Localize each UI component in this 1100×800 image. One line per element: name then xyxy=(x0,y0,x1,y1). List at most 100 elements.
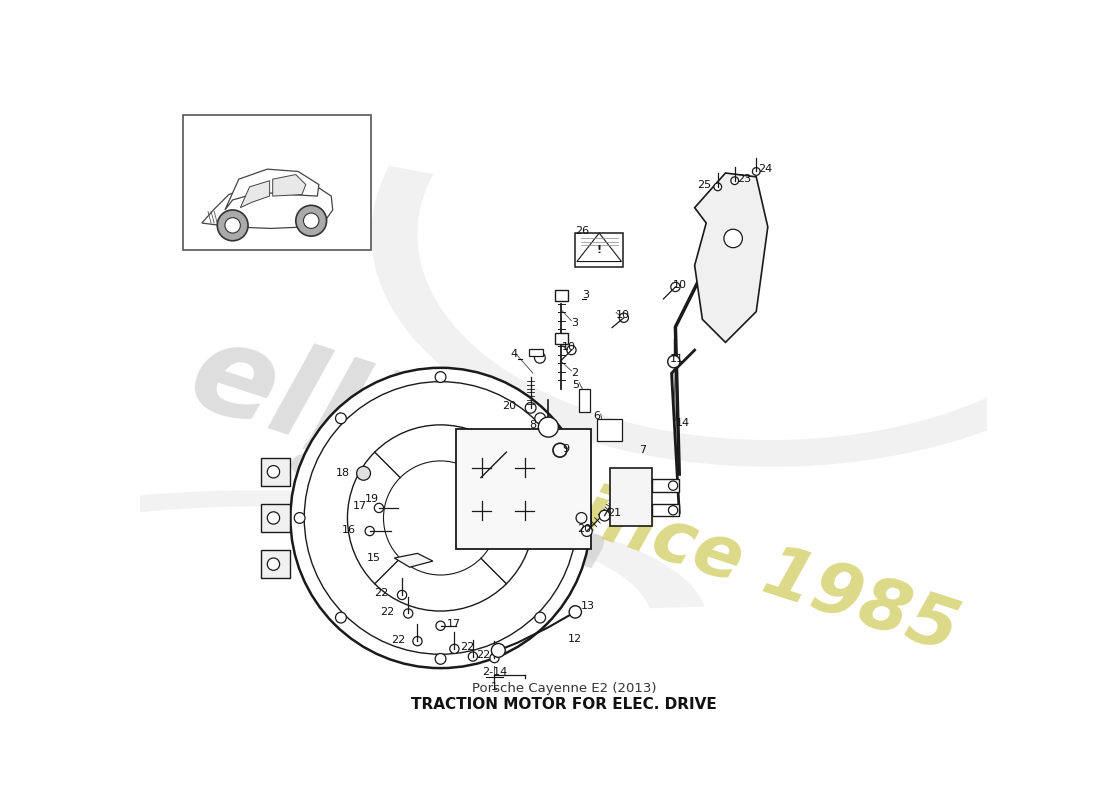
Circle shape xyxy=(535,612,546,623)
Text: 18: 18 xyxy=(336,468,350,478)
Circle shape xyxy=(348,425,534,611)
Text: a passion: a passion xyxy=(284,426,613,582)
Circle shape xyxy=(671,282,680,291)
Polygon shape xyxy=(372,166,1100,467)
Bar xyxy=(609,468,652,526)
Circle shape xyxy=(752,168,760,175)
Circle shape xyxy=(365,526,374,536)
Circle shape xyxy=(730,177,738,185)
Circle shape xyxy=(226,218,240,233)
Circle shape xyxy=(336,612,346,623)
Text: 10: 10 xyxy=(562,342,576,352)
Circle shape xyxy=(436,372,446,382)
Circle shape xyxy=(336,413,346,424)
Circle shape xyxy=(538,417,559,437)
Circle shape xyxy=(469,652,477,661)
Text: 22: 22 xyxy=(374,589,388,598)
Circle shape xyxy=(569,606,582,618)
Text: 20: 20 xyxy=(502,401,516,410)
Circle shape xyxy=(304,213,319,229)
Bar xyxy=(455,430,591,549)
Text: 23: 23 xyxy=(737,174,751,184)
Circle shape xyxy=(714,183,722,190)
Circle shape xyxy=(267,558,279,570)
Circle shape xyxy=(296,206,327,236)
Text: 12: 12 xyxy=(568,634,582,644)
Polygon shape xyxy=(261,504,290,532)
Polygon shape xyxy=(695,173,768,342)
Circle shape xyxy=(404,609,412,618)
Circle shape xyxy=(267,512,279,524)
Bar xyxy=(652,479,680,492)
Circle shape xyxy=(576,513,587,523)
Circle shape xyxy=(668,355,680,368)
Polygon shape xyxy=(0,490,705,608)
Circle shape xyxy=(384,461,497,575)
Text: 3: 3 xyxy=(582,290,590,300)
Text: 2: 2 xyxy=(572,368,579,378)
Circle shape xyxy=(295,513,305,523)
Text: 3: 3 xyxy=(572,318,579,328)
Circle shape xyxy=(566,346,576,354)
Polygon shape xyxy=(224,169,319,210)
Text: 24: 24 xyxy=(759,164,773,174)
Text: 22: 22 xyxy=(381,607,395,617)
Bar xyxy=(183,115,372,250)
Bar xyxy=(652,504,680,517)
Polygon shape xyxy=(202,182,332,229)
Text: 15: 15 xyxy=(366,553,381,563)
Text: 17: 17 xyxy=(352,502,366,511)
Circle shape xyxy=(290,368,591,668)
Text: TRACTION MOTOR FOR ELEC. DRIVE: TRACTION MOTOR FOR ELEC. DRIVE xyxy=(411,697,716,712)
Bar xyxy=(580,389,590,412)
Circle shape xyxy=(535,413,546,424)
Circle shape xyxy=(619,313,628,322)
Text: 25: 25 xyxy=(697,179,712,190)
Text: 5: 5 xyxy=(572,380,580,390)
Polygon shape xyxy=(395,554,433,567)
Text: 11: 11 xyxy=(670,354,684,364)
Circle shape xyxy=(305,382,576,654)
Circle shape xyxy=(526,402,536,414)
Polygon shape xyxy=(529,349,543,356)
Text: 10: 10 xyxy=(673,280,688,290)
Circle shape xyxy=(600,510,609,521)
Text: 22: 22 xyxy=(390,634,405,645)
Text: 20: 20 xyxy=(578,524,592,534)
Polygon shape xyxy=(261,458,290,486)
Text: 14: 14 xyxy=(675,418,690,428)
Text: 22: 22 xyxy=(460,642,474,652)
Circle shape xyxy=(669,506,678,515)
Text: 10: 10 xyxy=(616,310,630,320)
Text: !: ! xyxy=(596,245,602,255)
Text: 6: 6 xyxy=(594,411,601,422)
Text: Porsche Cayenne E2 (2013): Porsche Cayenne E2 (2013) xyxy=(472,682,656,695)
Circle shape xyxy=(267,466,279,478)
Bar xyxy=(597,419,622,441)
Text: since 1985: since 1985 xyxy=(530,466,967,666)
Circle shape xyxy=(436,621,446,630)
Circle shape xyxy=(669,481,678,490)
Circle shape xyxy=(412,637,422,646)
Circle shape xyxy=(535,353,546,363)
Bar xyxy=(556,290,568,301)
Text: 17: 17 xyxy=(447,619,461,630)
Polygon shape xyxy=(261,550,290,578)
Text: 19: 19 xyxy=(365,494,378,505)
Circle shape xyxy=(490,654,499,662)
Text: 26: 26 xyxy=(575,226,590,236)
Text: 9: 9 xyxy=(562,444,570,454)
Bar xyxy=(556,333,568,344)
Circle shape xyxy=(397,590,407,599)
Circle shape xyxy=(356,466,371,480)
Text: 7: 7 xyxy=(639,445,647,455)
Text: 16: 16 xyxy=(342,526,356,535)
Circle shape xyxy=(553,443,566,457)
Polygon shape xyxy=(241,181,270,208)
Polygon shape xyxy=(273,174,306,196)
Text: 1: 1 xyxy=(491,682,498,692)
Text: 22: 22 xyxy=(476,650,491,660)
Text: 4: 4 xyxy=(510,349,517,359)
Circle shape xyxy=(218,210,249,241)
Text: 2-14: 2-14 xyxy=(482,667,507,677)
